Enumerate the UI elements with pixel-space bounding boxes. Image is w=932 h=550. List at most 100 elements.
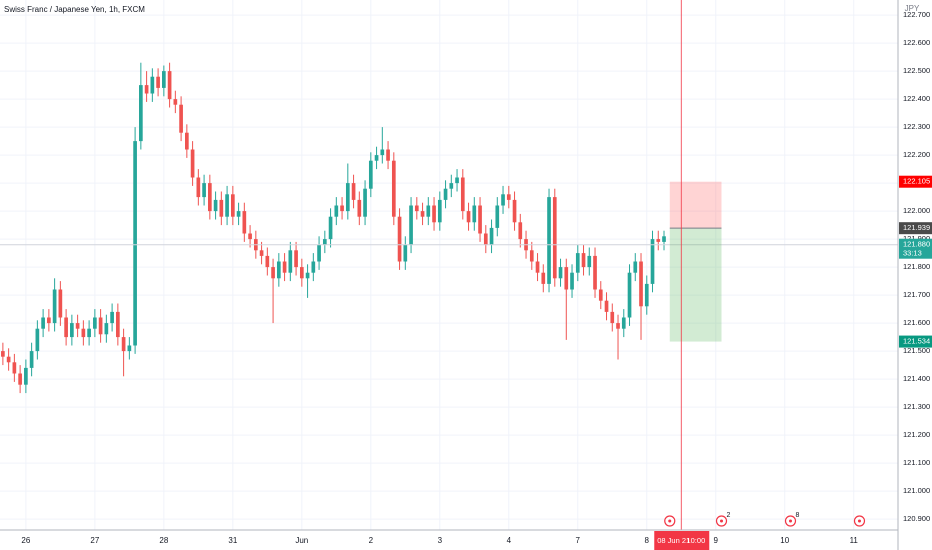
candle-body	[294, 250, 298, 268]
y-tick-label: 122.300	[903, 122, 930, 131]
candle-body	[420, 211, 425, 217]
candle-body	[47, 317, 51, 324]
x-tick-label: 27	[90, 536, 99, 545]
target-badge	[899, 335, 932, 348]
x-tick-label: 11	[850, 536, 859, 545]
candle-body	[501, 194, 505, 206]
y-tick-label: 120.900	[903, 514, 930, 523]
candle-body	[587, 255, 592, 268]
candle-body	[116, 311, 120, 338]
candle-body	[426, 205, 431, 217]
candle-body	[593, 255, 597, 290]
event-count: 2	[727, 512, 731, 519]
y-tick-label: 121.400	[903, 374, 930, 383]
candle-body	[662, 236, 666, 242]
candle-body	[58, 289, 63, 318]
countdown-label: 33:13	[903, 249, 922, 258]
candle-body	[512, 199, 517, 223]
target-label: 121.534	[903, 337, 930, 346]
candle-body	[202, 183, 206, 198]
y-tick-label: 121.900	[903, 234, 930, 243]
entry-badge	[899, 222, 932, 235]
event-dot	[668, 519, 672, 523]
candle-body	[1, 351, 5, 357]
candle-body	[334, 205, 339, 217]
candle-body	[483, 233, 488, 245]
candle-body	[139, 85, 143, 142]
candle-body	[397, 216, 402, 262]
candle-body	[311, 261, 316, 273]
candle-body	[156, 76, 160, 88]
candle-body	[98, 317, 103, 335]
candle-body	[409, 205, 413, 245]
last-price-label: 121.880	[903, 240, 930, 249]
candle-body	[196, 177, 201, 198]
candle-body	[87, 328, 91, 338]
candle-body	[529, 250, 534, 262]
candle-body	[581, 253, 586, 268]
y-tick-label: 122.200	[903, 150, 930, 159]
candle-body	[81, 328, 86, 338]
candle-body	[455, 177, 459, 184]
candle-body	[616, 323, 620, 329]
x-tick-label: 8	[645, 536, 650, 545]
candle-body	[535, 261, 540, 273]
event-count: 8	[795, 512, 799, 519]
x-tick-label: Jun	[295, 536, 308, 545]
candle-body	[236, 211, 241, 217]
candle-body	[518, 222, 523, 240]
crosshair-time-badge	[654, 531, 710, 550]
candle-body	[242, 211, 247, 234]
candle-body	[144, 85, 149, 94]
y-tick-label: 122.400	[903, 94, 930, 103]
candle-body	[558, 267, 563, 279]
x-tick-label: 2	[369, 536, 374, 545]
candle-body	[41, 317, 45, 329]
candle-body	[380, 149, 385, 156]
candle-body	[432, 205, 436, 223]
candle-body	[167, 71, 172, 100]
y-tick-label: 121.300	[903, 402, 930, 411]
event-dot	[788, 519, 792, 523]
candle-body	[391, 160, 396, 217]
candle-body	[340, 205, 344, 212]
candle-body	[466, 211, 471, 223]
candle-body	[213, 199, 218, 212]
candle-body	[230, 194, 235, 217]
y-tick-label: 121.000	[903, 486, 930, 495]
y-tick-label: 122.700	[903, 10, 930, 19]
chart-title: Swiss Franc / Japanese Yen, 1h, FXCM	[4, 5, 145, 14]
candle-body	[104, 323, 109, 335]
candle-body	[305, 272, 310, 279]
candle-body	[35, 328, 40, 352]
candle-body	[12, 362, 17, 374]
candle-body	[162, 71, 166, 88]
candle-body	[173, 99, 178, 105]
target-zone	[669, 228, 722, 342]
candle-body	[363, 188, 367, 217]
candle-body	[70, 323, 74, 338]
crosshair-date: 08 Jun 21	[657, 536, 690, 545]
candle-body	[133, 141, 137, 346]
candle-body	[460, 177, 465, 212]
candle-body	[472, 205, 477, 223]
candle-body	[110, 311, 114, 324]
candle-body	[489, 227, 494, 245]
candle-body	[575, 253, 580, 273]
currency-label: JPY	[905, 4, 920, 13]
event-dot	[720, 519, 724, 523]
candle-body	[437, 199, 442, 223]
candle-body	[570, 272, 574, 290]
candle-body	[259, 250, 264, 256]
x-tick-label: 10	[780, 536, 789, 545]
candle-body	[598, 289, 603, 301]
candle-body	[150, 76, 155, 94]
candle-body	[225, 194, 229, 217]
candle-body	[271, 267, 275, 279]
candle-body	[495, 205, 500, 228]
x-tick-label: 28	[159, 536, 168, 545]
candle-body	[93, 317, 97, 329]
x-tick-label: 26	[21, 536, 30, 545]
y-tick-label: 121.500	[903, 346, 930, 355]
